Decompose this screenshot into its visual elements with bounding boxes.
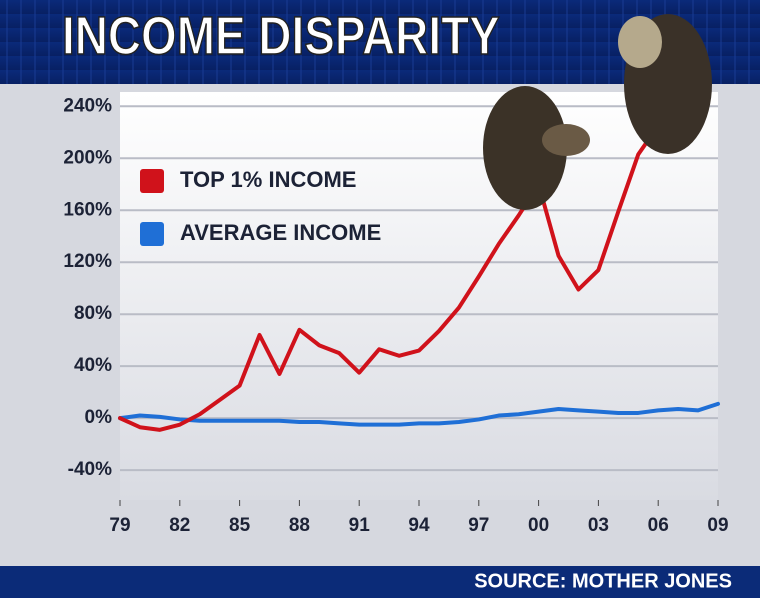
x-tick-label: 06	[648, 515, 669, 536]
chart-title: INCOME DISPARITY	[62, 6, 500, 66]
vultures	[483, 14, 712, 210]
y-tick-label: 0%	[85, 407, 113, 428]
x-tick-label: 82	[169, 515, 190, 536]
x-tick-label: 03	[588, 515, 609, 536]
x-tick-label: 00	[528, 515, 549, 536]
vulture	[618, 16, 662, 68]
legend-swatch	[140, 222, 164, 246]
series-line	[118, 104, 681, 432]
x-tick-label: 85	[229, 515, 251, 536]
legend-label: TOP 1% INCOME	[180, 167, 356, 192]
plot-area	[120, 92, 718, 500]
y-tick-label: 80%	[74, 303, 112, 324]
x-tick-label: 88	[289, 515, 310, 536]
y-tick-label: 200%	[63, 147, 112, 168]
plot-layer: -40% 0% 40% 80% 120% 160% 200% 240% 79 82 85 88 91 94…	[63, 95, 728, 536]
series-line	[118, 401, 720, 427]
y-tick-label: 160%	[63, 199, 112, 220]
x-tick-label: 79	[109, 515, 130, 536]
x-tick-label: 09	[707, 515, 728, 536]
vulture	[542, 124, 590, 156]
legend-swatch	[140, 169, 164, 193]
footer-bar	[0, 566, 760, 598]
vulture	[483, 86, 567, 210]
y-tick-label: 40%	[74, 355, 112, 376]
x-tick-label: 91	[349, 515, 371, 536]
source: SOURCE: MOTHER JONES	[474, 570, 732, 592]
y-tick-label: 120%	[63, 251, 112, 272]
legend-label: AVERAGE INCOME	[180, 220, 381, 245]
x-tick-label: 94	[408, 515, 430, 536]
y-tick-label: -40%	[68, 459, 112, 480]
y-tick-label: 240%	[63, 95, 112, 116]
x-tick-label: 97	[468, 515, 489, 536]
